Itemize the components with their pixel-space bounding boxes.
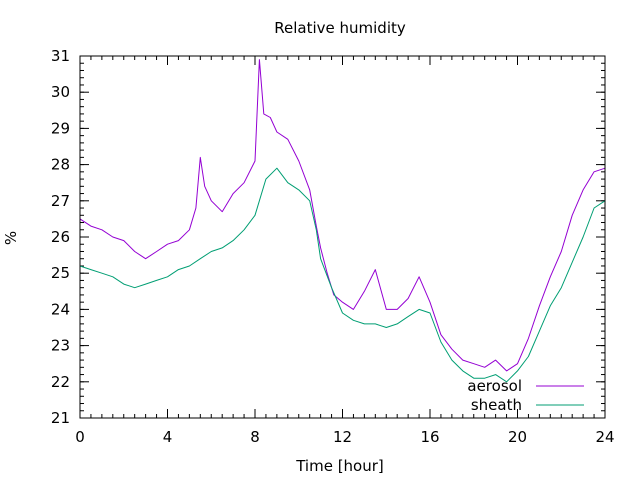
y-tick-label: 31 <box>51 47 70 65</box>
x-tick-label: 16 <box>420 428 439 446</box>
series-lines <box>79 59 606 383</box>
chart-title: Relative humidity <box>274 19 406 37</box>
legend-label-aerosol: aerosol <box>467 377 522 395</box>
plot-frame <box>79 55 606 419</box>
x-tick-label: 12 <box>333 428 352 446</box>
x-tick-label: 0 <box>75 428 85 446</box>
y-tick-label: 24 <box>51 300 70 318</box>
y-tick-label: 21 <box>51 409 70 427</box>
y-tick-label: 29 <box>51 119 70 137</box>
x-tick-label: 20 <box>508 428 527 446</box>
y-tick-label: 28 <box>51 156 70 174</box>
tick-labels: 0 4 8 12 16 20 24 21 22 23 24 25 26 27 28 29 30 31 <box>51 47 615 446</box>
axis-ticks <box>79 55 606 419</box>
y-tick-label: 27 <box>51 192 70 210</box>
y-tick-label: 22 <box>51 373 70 391</box>
y-tick-label: 30 <box>51 83 70 101</box>
series-line-aerosol <box>79 59 606 372</box>
legend-label-sheath: sheath <box>471 396 522 414</box>
x-tick-label: 8 <box>250 428 260 446</box>
series-line-sheath <box>79 167 606 383</box>
y-axis-label: % <box>2 231 20 245</box>
y-tick-label: 23 <box>51 337 70 355</box>
x-tick-label: 24 <box>595 428 614 446</box>
x-tick-label: 4 <box>163 428 173 446</box>
x-axis-label: Time [hour] <box>295 457 384 475</box>
y-tick-label: 26 <box>51 228 70 246</box>
y-tick-label: 25 <box>51 264 70 282</box>
